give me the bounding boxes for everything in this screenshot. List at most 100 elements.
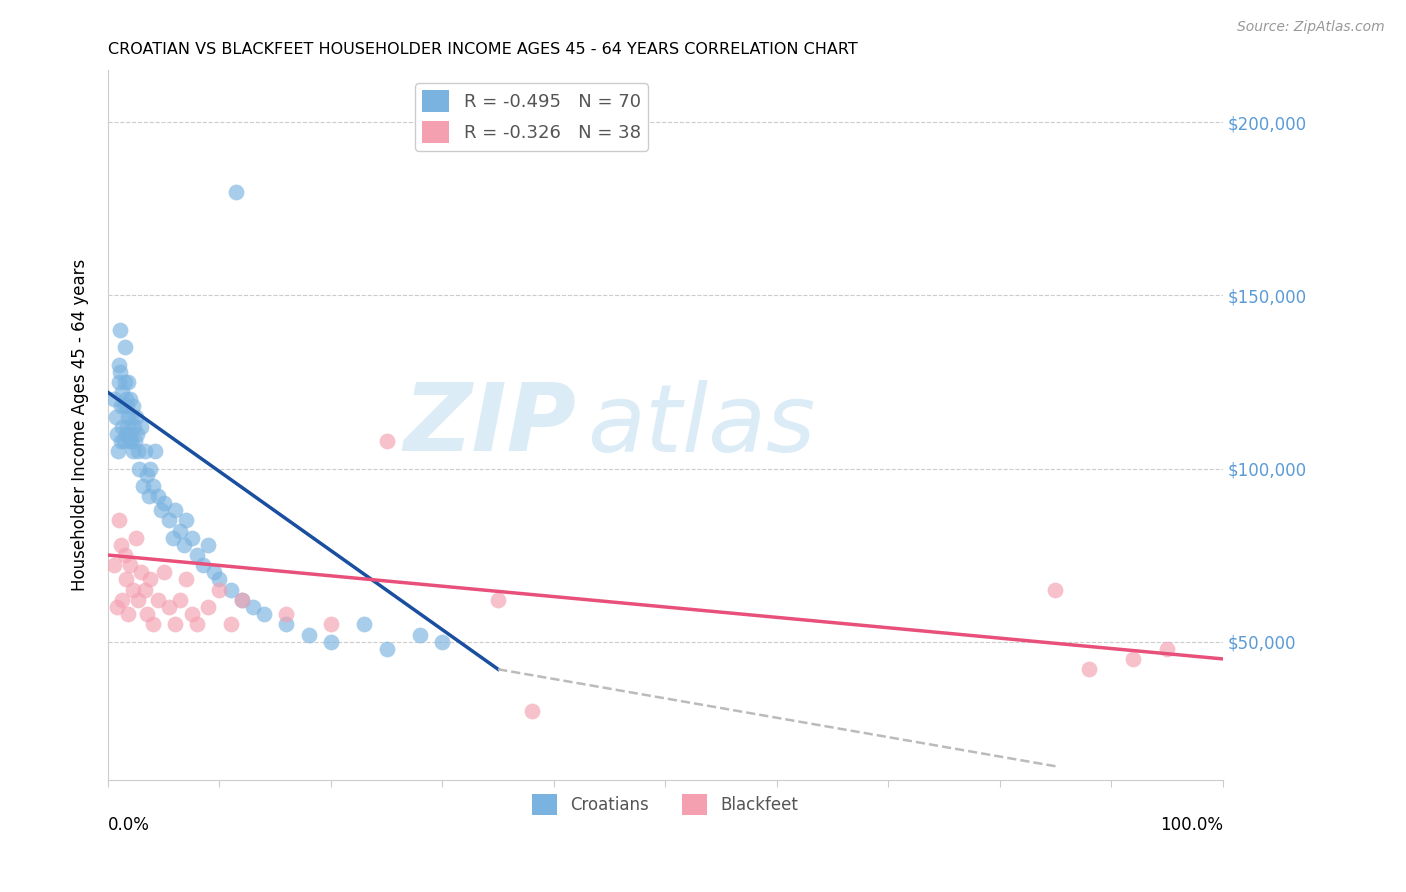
Point <box>1077 662 1099 676</box>
Point <box>120 558 142 573</box>
Point <box>157 599 180 614</box>
Point <box>110 399 132 413</box>
Point <box>174 513 197 527</box>
Point <box>163 503 186 517</box>
Point <box>114 340 136 354</box>
Point <box>114 572 136 586</box>
Point <box>163 617 186 632</box>
Point <box>131 479 153 493</box>
Point <box>150 503 173 517</box>
Point <box>173 538 195 552</box>
Point <box>112 399 135 413</box>
Point <box>110 323 132 337</box>
Point <box>142 617 165 632</box>
Point <box>120 409 142 424</box>
Point <box>142 479 165 493</box>
Point <box>298 628 321 642</box>
Point <box>146 593 169 607</box>
Point <box>520 704 543 718</box>
Point <box>120 392 142 407</box>
Point <box>231 593 253 607</box>
Point <box>110 365 132 379</box>
Point <box>138 489 160 503</box>
Point <box>253 607 276 621</box>
Point <box>375 641 398 656</box>
Point <box>186 617 208 632</box>
Point <box>1122 652 1144 666</box>
Point <box>108 513 131 527</box>
Point <box>128 461 150 475</box>
Point <box>127 593 149 607</box>
Text: CROATIAN VS BLACKFEET HOUSEHOLDER INCOME AGES 45 - 64 YEARS CORRELATION CHART: CROATIAN VS BLACKFEET HOUSEHOLDER INCOME… <box>108 42 858 57</box>
Point <box>121 399 143 413</box>
Point <box>180 607 202 621</box>
Point <box>486 593 509 607</box>
Point <box>208 582 231 597</box>
Point <box>242 599 264 614</box>
Point <box>114 392 136 407</box>
Text: 0.0%: 0.0% <box>108 815 150 833</box>
Point <box>146 489 169 503</box>
Point <box>105 599 128 614</box>
Point <box>319 617 342 632</box>
Point <box>208 572 231 586</box>
Point <box>114 548 136 562</box>
Point <box>197 538 219 552</box>
Text: atlas: atlas <box>588 380 815 471</box>
Point <box>122 420 145 434</box>
Point <box>197 599 219 614</box>
Point <box>432 634 454 648</box>
Point <box>1045 582 1067 597</box>
Point <box>121 582 143 597</box>
Point <box>409 628 432 642</box>
Point <box>121 444 143 458</box>
Point <box>219 617 242 632</box>
Point <box>225 185 247 199</box>
Point <box>117 409 139 424</box>
Point <box>117 375 139 389</box>
Legend: Croatians, Blackfeet: Croatians, Blackfeet <box>526 788 806 822</box>
Point <box>127 444 149 458</box>
Point <box>231 593 253 607</box>
Y-axis label: Householder Income Ages 45 - 64 years: Householder Income Ages 45 - 64 years <box>72 259 89 591</box>
Point <box>174 572 197 586</box>
Point <box>191 558 214 573</box>
Point <box>120 434 142 448</box>
Point <box>114 375 136 389</box>
Point <box>108 375 131 389</box>
Point <box>104 409 127 424</box>
Point <box>139 572 162 586</box>
Point <box>110 538 132 552</box>
Point <box>103 392 125 407</box>
Point <box>134 444 156 458</box>
Point <box>125 409 148 424</box>
Point <box>319 634 342 648</box>
Point <box>162 531 184 545</box>
Point <box>143 444 166 458</box>
Point <box>107 444 129 458</box>
Point <box>125 531 148 545</box>
Point <box>157 513 180 527</box>
Point <box>1156 641 1178 656</box>
Point <box>152 566 174 580</box>
Point <box>111 420 134 434</box>
Point <box>110 434 132 448</box>
Text: ZIP: ZIP <box>404 379 576 471</box>
Point <box>117 607 139 621</box>
Point <box>103 558 125 573</box>
Point <box>136 468 159 483</box>
Point <box>111 593 134 607</box>
Point <box>202 566 225 580</box>
Point <box>169 524 191 538</box>
Point <box>125 426 148 441</box>
Point <box>134 582 156 597</box>
Point <box>118 434 141 448</box>
Point <box>114 426 136 441</box>
Text: Source: ZipAtlas.com: Source: ZipAtlas.com <box>1237 20 1385 34</box>
Point <box>186 548 208 562</box>
Point <box>136 607 159 621</box>
Point <box>124 434 146 448</box>
Point <box>169 593 191 607</box>
Point <box>375 434 398 448</box>
Point <box>180 531 202 545</box>
